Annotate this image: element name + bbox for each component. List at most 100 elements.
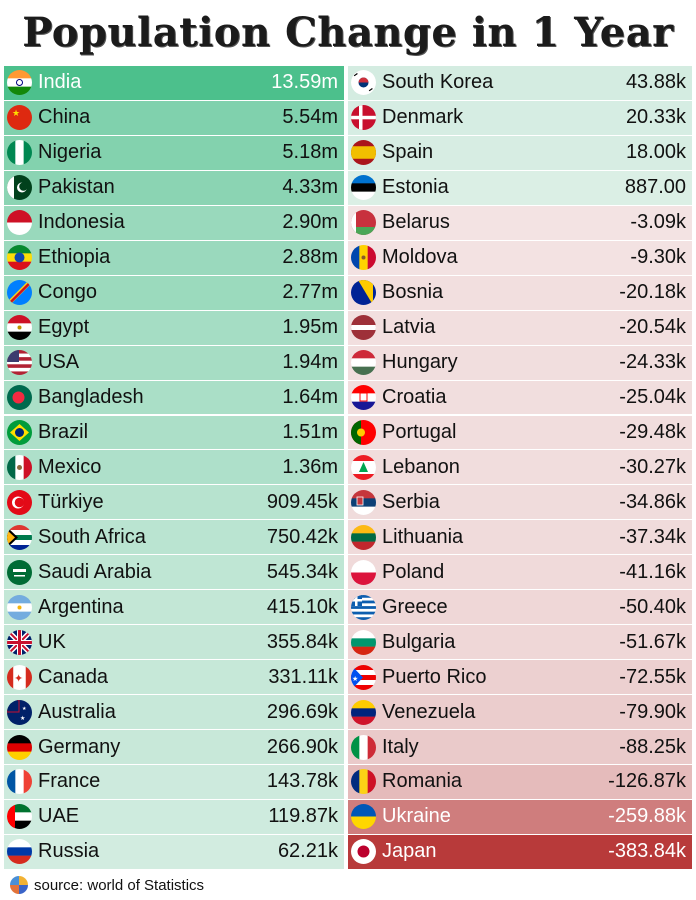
country-name: Japan <box>382 840 437 863</box>
mexico-flag-icon <box>7 454 32 480</box>
brazil-flag-icon <box>7 419 32 445</box>
country-name: Saudi Arabia <box>38 560 152 583</box>
saudi-arabia-flag-icon <box>7 559 32 585</box>
country-name: Portugal <box>382 420 457 443</box>
svg-text:★: ★ <box>20 715 25 722</box>
table-row-poland: Poland -41.16k <box>348 555 692 591</box>
population-change-value: 545.34k <box>266 560 338 583</box>
table-row-moldova: Moldova -9.30k <box>348 240 692 276</box>
serbia-flag-icon <box>351 489 376 515</box>
population-change-value: -29.48k <box>619 420 686 443</box>
table-row-uae: UAE 119.87k <box>4 799 344 835</box>
population-change-value: -72.55k <box>619 665 686 688</box>
country-name: France <box>38 770 101 793</box>
country-name: Denmark <box>382 106 464 129</box>
lebanon-flag-icon <box>351 454 376 480</box>
table-row-russia: Russia 62.21k <box>4 834 344 870</box>
country-name: Türkiye <box>38 490 104 513</box>
uae-flag-icon <box>7 804 32 830</box>
population-change-value: 1.51m <box>282 420 338 443</box>
population-change-value: 1.64m <box>282 386 338 409</box>
table-row-turkiye: Türkiye 909.45k <box>4 485 344 521</box>
population-change-value: 2.88m <box>282 246 338 269</box>
indonesia-flag-icon <box>7 210 32 236</box>
population-change-value: -20.18k <box>619 281 686 304</box>
puerto-rico-flag-icon: ★ <box>351 664 376 690</box>
country-name: Bosnia <box>382 281 444 304</box>
country-name: Hungary <box>382 351 458 374</box>
table-row-saudi-arabia: Saudi Arabia 545.34k <box>4 555 344 591</box>
moldova-flag-icon <box>351 245 376 271</box>
canada-flag-icon: ✦ <box>7 664 32 690</box>
russia-flag-icon <box>7 839 32 865</box>
table-row-italy: Italy -88.25k <box>348 730 692 765</box>
table-row-egypt: Egypt 1.95m <box>4 310 344 346</box>
country-name: UK <box>38 630 66 653</box>
pakistan-flag-icon <box>7 175 32 201</box>
table-row-estonia: Estonia 887.00 <box>348 170 692 206</box>
country-name: Spain <box>382 141 434 164</box>
population-change-value: 43.88k <box>625 71 686 94</box>
usa-flag-icon <box>7 350 32 376</box>
table-row-belarus: Belarus -3.09k <box>348 205 692 241</box>
population-change-value: 355.84k <box>266 630 338 653</box>
population-change-value: 20.33k <box>625 106 686 129</box>
population-change-value: 62.21k <box>277 840 338 863</box>
right-column: South Korea 43.88k Denmark 20.33k Spain 18.00… <box>348 66 692 870</box>
table-row-hungary: Hungary -24.33k <box>348 345 692 381</box>
population-change-value: 143.78k <box>266 770 338 793</box>
south-korea-flag-icon <box>351 70 376 96</box>
population-change-value: -79.90k <box>619 700 686 723</box>
country-name: Bulgaria <box>382 630 456 653</box>
country-name: Belarus <box>382 211 450 234</box>
population-change-value: 887.00 <box>624 176 686 199</box>
country-name: Serbia <box>382 490 440 513</box>
population-change-value: -25.04k <box>619 386 686 409</box>
population-change-value: 4.33m <box>282 176 338 199</box>
population-change-value: 5.18m <box>282 141 338 164</box>
table-row-serbia: Serbia -34.86k <box>348 485 692 521</box>
country-name: Venezuela <box>382 700 476 723</box>
country-name: Puerto Rico <box>382 665 487 688</box>
population-change-value: 296.69k <box>266 700 338 723</box>
svg-text:★: ★ <box>22 706 27 712</box>
nigeria-flag-icon <box>7 140 32 166</box>
country-name: Lithuania <box>382 525 464 548</box>
estonia-flag-icon <box>351 175 376 201</box>
country-name: India <box>38 71 82 94</box>
australia-flag-icon: ★ ★ <box>7 699 32 725</box>
uk-flag-icon <box>7 629 32 655</box>
table-row-argentina: Argentina 415.10k <box>4 590 344 626</box>
population-change-value: 18.00k <box>625 141 686 164</box>
population-change-value: -3.09k <box>630 211 686 234</box>
bulgaria-flag-icon <box>351 629 376 655</box>
table-row-australia: ★ ★ Australia 296.69k <box>4 695 344 731</box>
table-row-south-africa: South Africa 750.42k <box>4 520 344 556</box>
population-change-value: 750.42k <box>266 525 338 548</box>
table-row-pakistan: Pakistan 4.33m <box>4 170 344 206</box>
table-row-uk: UK 355.84k <box>4 625 344 661</box>
svg-text:★: ★ <box>12 108 20 118</box>
bangladesh-flag-icon <box>7 385 32 411</box>
table-row-bangladesh: Bangladesh 1.64m <box>4 380 344 416</box>
country-name: Lebanon <box>382 455 460 478</box>
egypt-flag-icon <box>7 315 32 341</box>
germany-flag-icon <box>7 734 32 760</box>
france-flag-icon <box>7 769 32 795</box>
table-row-canada: ✦ Canada 331.11k <box>4 660 344 696</box>
table-row-croatia: Croatia -25.04k <box>348 380 692 416</box>
table-row-china: ★ China 5.54m <box>4 100 344 136</box>
table-row-portugal: Portugal -29.48k <box>348 415 692 451</box>
turkiye-flag-icon <box>7 489 32 515</box>
table-row-lithuania: Lithuania -37.34k <box>348 520 692 556</box>
svg-text:✦: ✦ <box>14 673 23 685</box>
country-name: Latvia <box>382 316 436 339</box>
globe-icon <box>10 876 28 894</box>
population-change-value: -20.54k <box>619 316 686 339</box>
country-name: Brazil <box>38 420 89 443</box>
svg-text:★: ★ <box>352 675 358 683</box>
belarus-flag-icon <box>351 210 376 236</box>
population-change-value: -51.67k <box>619 630 686 653</box>
bosnia-flag-icon <box>351 280 376 306</box>
china-flag-icon: ★ <box>7 105 32 131</box>
